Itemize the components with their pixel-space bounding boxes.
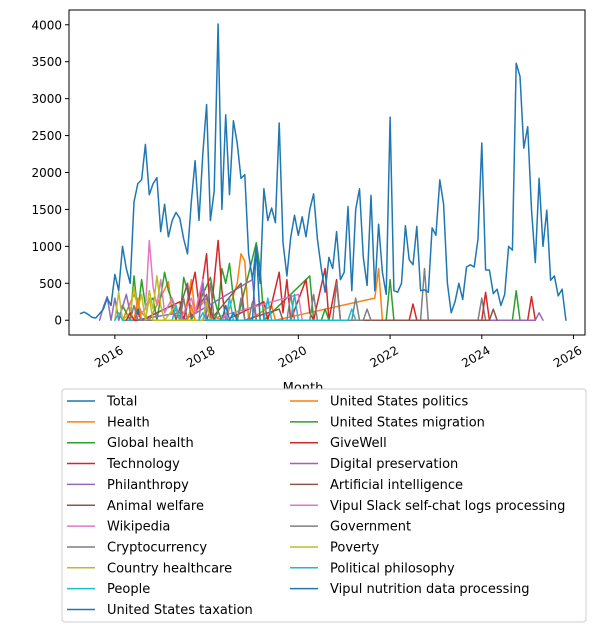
legend-label: Philanthropy bbox=[107, 478, 189, 493]
y-tick-label: 500 bbox=[39, 277, 62, 291]
legend-label: Digital preservation bbox=[330, 457, 458, 472]
y-tick-label: 4000 bbox=[31, 18, 62, 32]
series-line-vipul-slack-self-chat-logs-processing bbox=[221, 313, 231, 321]
y-axis: 0 500 1000 1500 2000 2500 3000 3500 4000 bbox=[31, 18, 69, 328]
y-tick-label: 3500 bbox=[31, 55, 62, 69]
legend-label: Artificial intelligence bbox=[330, 478, 463, 493]
legend-label: People bbox=[107, 582, 150, 597]
legend-label: GiveWell bbox=[330, 436, 387, 451]
y-tick-label: 2500 bbox=[31, 129, 62, 143]
series-line-cryptocurrency bbox=[179, 267, 487, 321]
y-tick-label: 1000 bbox=[31, 240, 62, 254]
y-tick-label: 2000 bbox=[31, 166, 62, 180]
legend-frame bbox=[61, 388, 587, 623]
legend-label: Vipul Slack self-chat logs processing bbox=[330, 499, 565, 514]
y-tick-label: 1500 bbox=[31, 203, 62, 217]
plot-lines bbox=[79, 23, 567, 321]
legend-label: Cryptocurrency bbox=[107, 540, 207, 555]
legend-items: Total Health Global health Technology Philan… bbox=[67, 395, 565, 618]
legend-label: Animal welfare bbox=[107, 499, 204, 514]
legend-label: Government bbox=[330, 520, 411, 535]
legend-label: Global health bbox=[107, 436, 194, 451]
legend: Total Health Global health Technology Philan… bbox=[61, 388, 587, 623]
legend-label: Health bbox=[107, 415, 150, 430]
series-line-total bbox=[79, 23, 567, 321]
legend-label: Political philosophy bbox=[330, 561, 455, 576]
series-line-government bbox=[129, 301, 372, 321]
legend-label: United States taxation bbox=[107, 603, 253, 618]
legend-label: United States politics bbox=[330, 395, 468, 410]
y-tick-label: 0 bbox=[54, 314, 62, 328]
series-line-united-states-taxation bbox=[133, 245, 261, 321]
legend-label: Country healthcare bbox=[107, 561, 232, 576]
y-tick-label: 3000 bbox=[31, 92, 62, 106]
legend-label: United States migration bbox=[330, 415, 485, 430]
series-line-political-philosophy bbox=[198, 308, 357, 321]
legend-label: Poverty bbox=[330, 540, 379, 555]
legend-label: Total bbox=[106, 395, 137, 410]
legend-label: Vipul nutrition data processing bbox=[330, 582, 530, 597]
legend-label: Technology bbox=[106, 457, 180, 472]
series-line-vipul-nutrition-data-processing bbox=[228, 312, 238, 321]
series-line-poverty bbox=[144, 297, 212, 321]
legend-label: Wikipedia bbox=[107, 520, 170, 535]
